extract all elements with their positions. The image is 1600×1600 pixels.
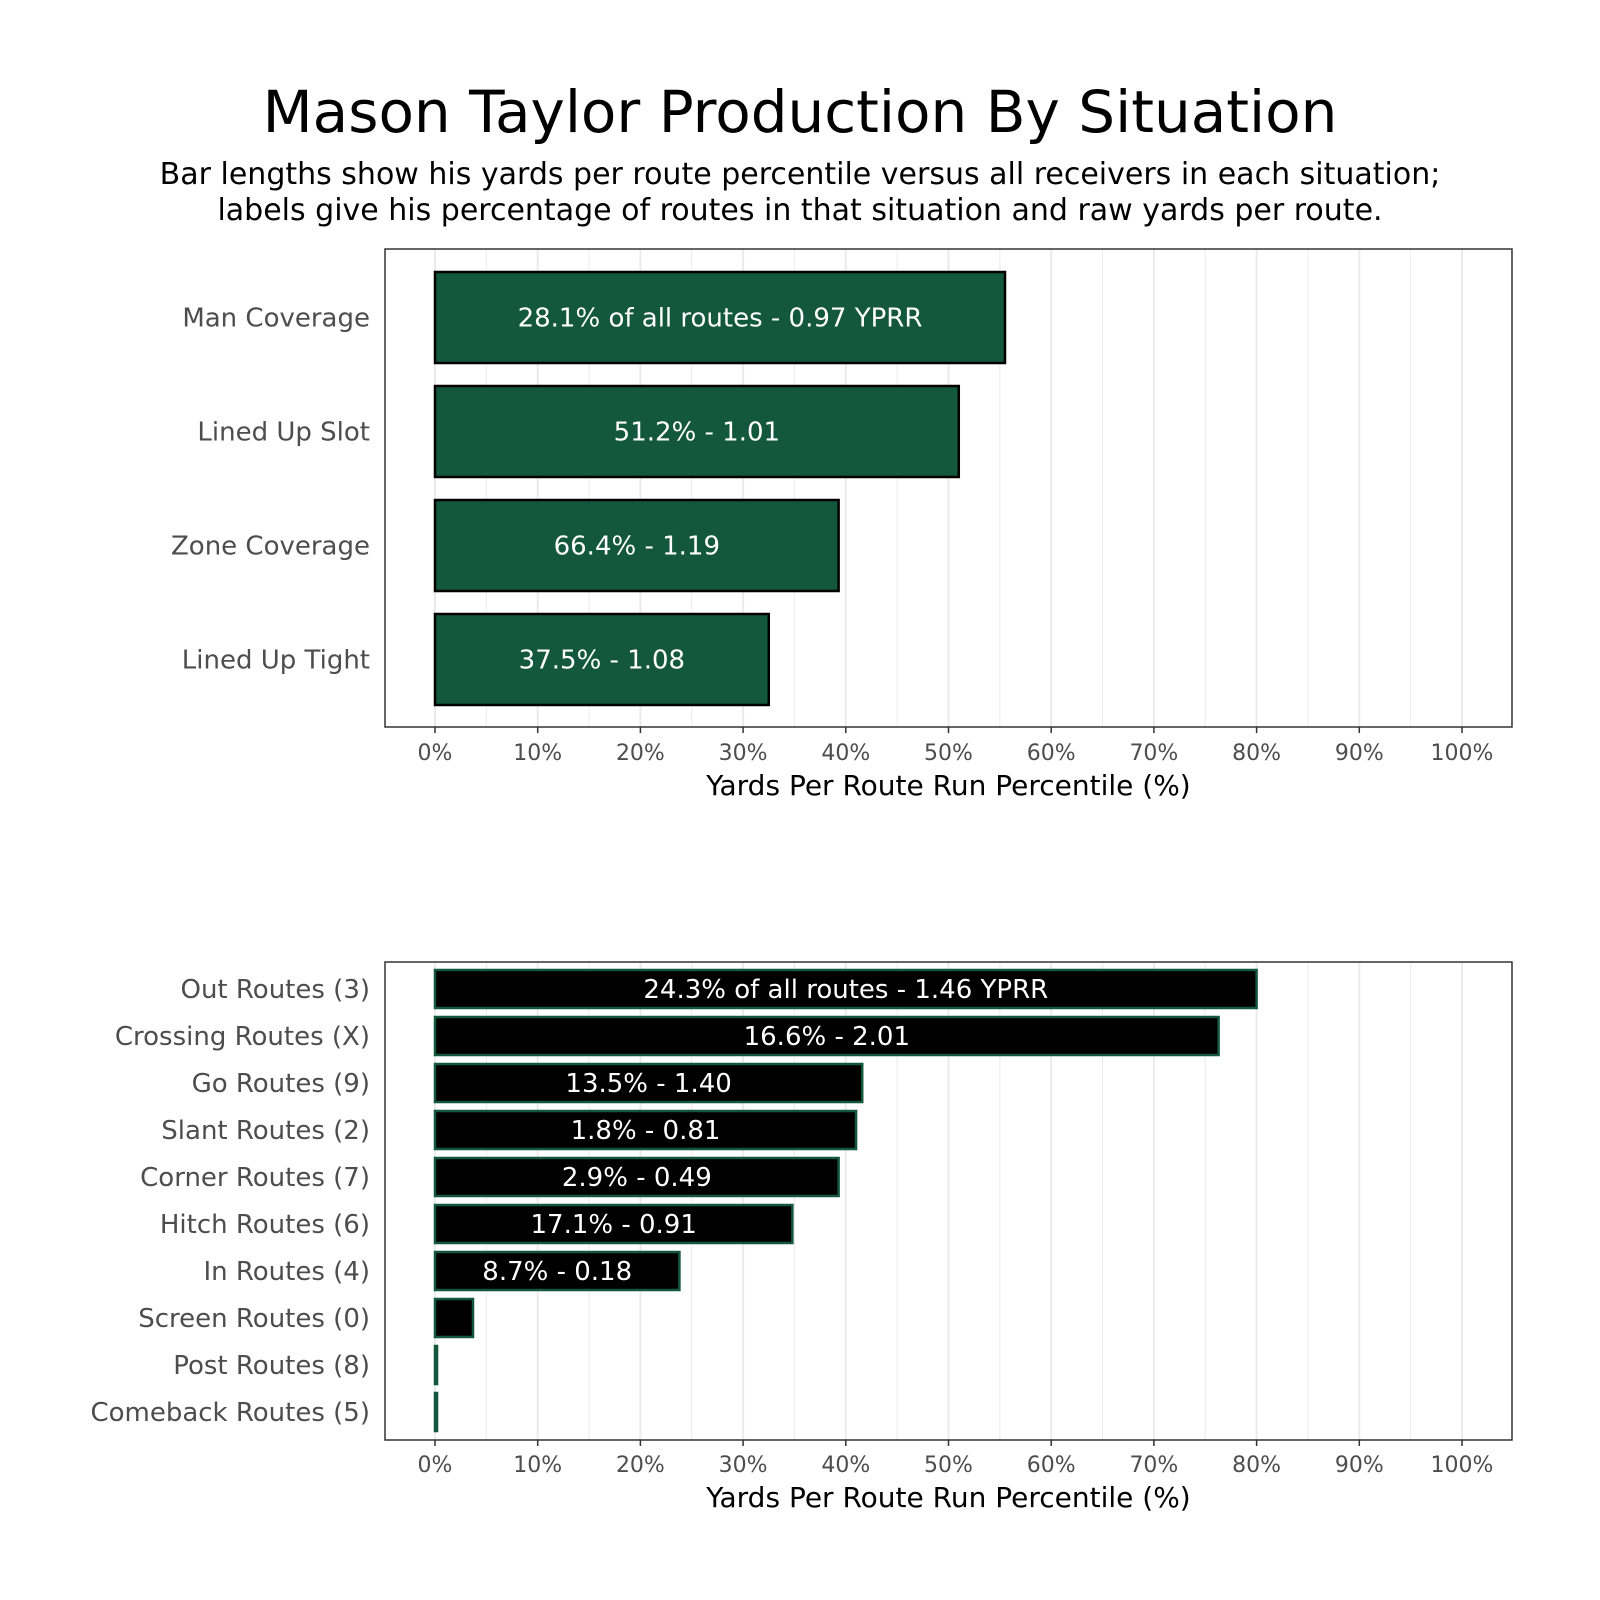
x-tick-label: 20% — [616, 1453, 665, 1478]
bar — [433, 270, 1007, 365]
category-label: Lined Up Slot — [197, 418, 370, 448]
bar — [433, 1297, 475, 1339]
bar-data-label: 8.7% - 0.18 — [482, 1257, 632, 1287]
x-tick-label: 100% — [1431, 741, 1494, 766]
x-axis-title: Yards Per Route Run Percentile (%) — [705, 769, 1190, 802]
x-tick-label: 30% — [719, 1453, 768, 1478]
x-tick-label: 60% — [1027, 741, 1076, 766]
chart-subtitle-line-1: Bar lengths show his yards per route per… — [159, 157, 1441, 192]
x-tick-label: 80% — [1232, 741, 1281, 766]
category-label: Hitch Routes (6) — [160, 1210, 370, 1240]
bar — [433, 968, 1258, 1010]
x-tick-label: 70% — [1129, 1453, 1178, 1478]
chart-subtitle-line-2: labels give his percentage of routes in … — [217, 193, 1383, 228]
x-tick-label: 20% — [616, 741, 665, 766]
x-tick-label: 50% — [924, 1453, 973, 1478]
category-label: Out Routes (3) — [180, 975, 370, 1005]
x-tick-label: 80% — [1232, 1453, 1281, 1478]
category-label: Lined Up Tight — [182, 646, 370, 676]
category-label: Zone Coverage — [171, 532, 370, 562]
x-tick-label: 0% — [418, 1453, 453, 1478]
x-tick-label: 90% — [1335, 741, 1384, 766]
bar-data-label: 13.5% - 1.40 — [565, 1069, 731, 1099]
bar — [433, 1109, 858, 1151]
chart-panel-2: 0% 10% 20% 30% 40% 50% 60% 70% 80% 90% 100% Out Rou… — [90, 961, 1513, 1514]
bar — [433, 612, 771, 707]
category-label: Screen Routes (0) — [138, 1304, 370, 1334]
x-tick-label: 50% — [924, 741, 973, 766]
x-tick-label: 40% — [821, 1453, 870, 1478]
bar — [433, 384, 961, 479]
bar-data-label: 37.5% - 1.08 — [519, 646, 685, 676]
x-tick-label: 10% — [513, 741, 562, 766]
bar-data-label: 28.1% of all routes - 0.97 YPRR — [518, 304, 923, 334]
bar-data-label: 2.9% - 0.49 — [562, 1163, 712, 1193]
x-tick-label: 100% — [1431, 1453, 1494, 1478]
bar-data-label: 66.4% - 1.19 — [554, 532, 720, 562]
category-label: Slant Routes (2) — [161, 1116, 370, 1146]
plot-border — [384, 961, 1513, 1441]
bar-data-label: 17.1% - 0.91 — [530, 1210, 696, 1240]
bar — [433, 1203, 794, 1245]
x-tick-label: 10% — [513, 1453, 562, 1478]
chart-panel-1: 0% 10% 20% 30% 40% 50% 60% 70% 80% 90% 100% Man Cov… — [171, 248, 1513, 802]
category-label: Post Routes (8) — [173, 1351, 370, 1381]
bar — [433, 1062, 864, 1104]
x-tick-label: 40% — [821, 741, 870, 766]
bar — [433, 1391, 439, 1433]
x-tick-label: 0% — [418, 741, 453, 766]
x-tick-label: 30% — [719, 741, 768, 766]
x-axis-title: Yards Per Route Run Percentile (%) — [705, 1481, 1190, 1514]
bar — [433, 1250, 681, 1292]
category-label: Comeback Routes (5) — [90, 1398, 370, 1428]
category-label: Crossing Routes (X) — [115, 1022, 370, 1052]
bar-data-label: 51.2% - 1.01 — [614, 418, 780, 448]
bar-data-label: 1.8% - 0.81 — [571, 1116, 721, 1146]
x-tick-label: 60% — [1027, 1453, 1076, 1478]
x-tick-label: 70% — [1129, 741, 1178, 766]
bar — [433, 498, 840, 593]
plot-border — [384, 248, 1513, 728]
category-label: Man Coverage — [182, 304, 370, 334]
category-label: In Routes (4) — [203, 1257, 370, 1287]
chart-title: Mason Taylor Production By Situation — [262, 78, 1338, 146]
category-label: Go Routes (9) — [192, 1069, 370, 1099]
x-tick-label: 90% — [1335, 1453, 1384, 1478]
bar — [433, 1156, 840, 1198]
category-label: Corner Routes (7) — [140, 1163, 370, 1193]
bar — [433, 1015, 1220, 1057]
bar-data-label: 16.6% - 2.01 — [744, 1022, 910, 1052]
bar — [433, 1344, 439, 1386]
bar-data-label: 24.3% of all routes - 1.46 YPRR — [643, 975, 1048, 1005]
